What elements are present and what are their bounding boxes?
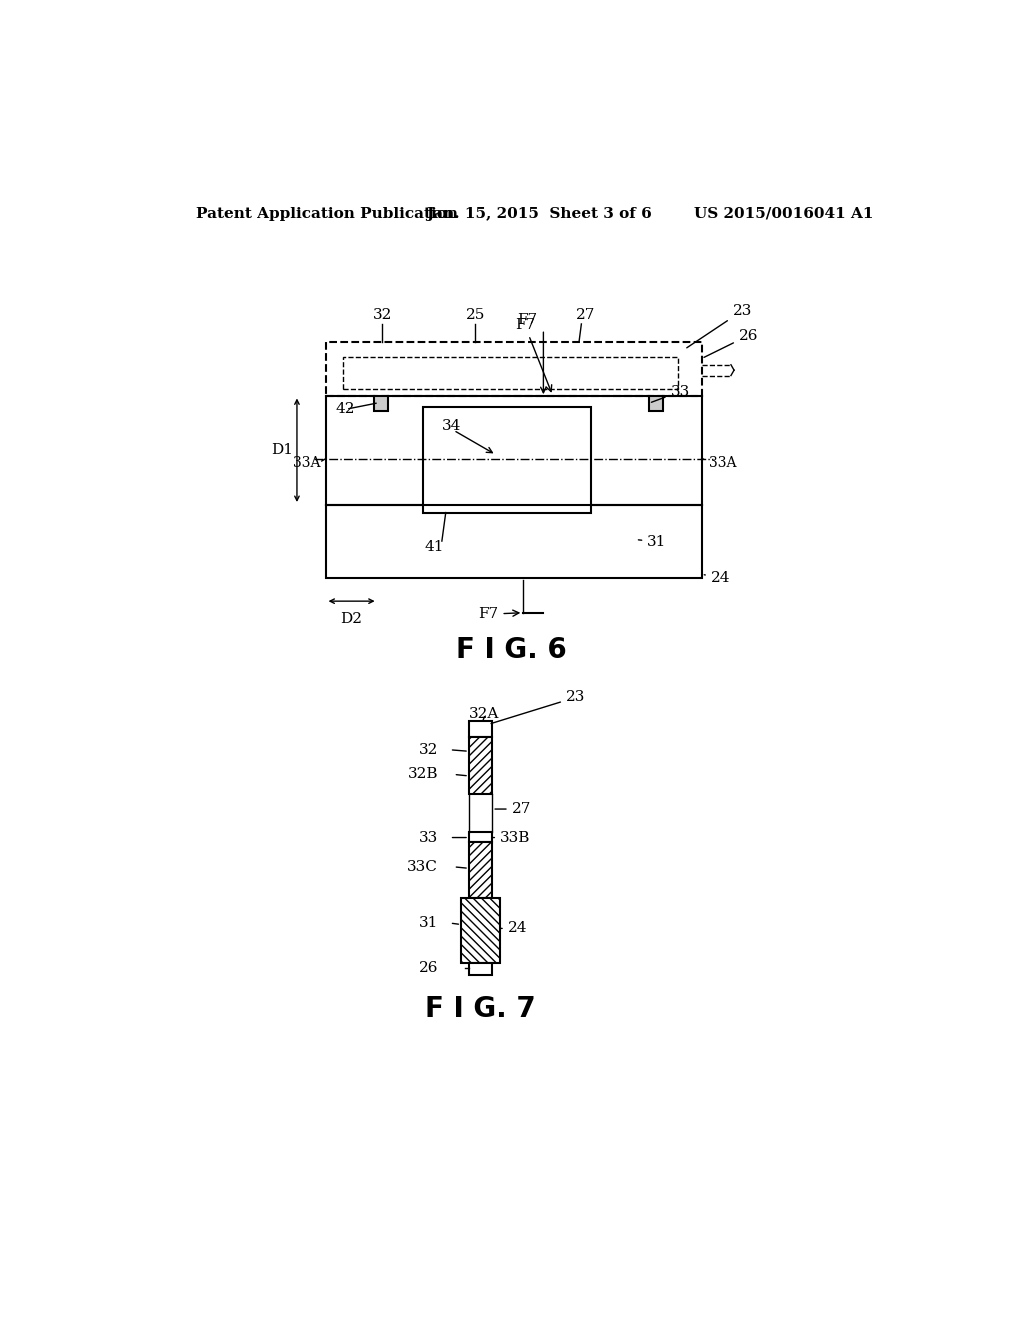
Bar bbox=[326, 506, 701, 578]
Text: 32B: 32B bbox=[408, 767, 438, 781]
Text: Patent Application Publication: Patent Application Publication bbox=[197, 207, 458, 220]
Text: US 2015/0016041 A1: US 2015/0016041 A1 bbox=[693, 207, 873, 220]
Bar bbox=[469, 721, 493, 738]
Text: 31: 31 bbox=[419, 916, 438, 931]
Text: D2: D2 bbox=[340, 612, 362, 626]
Text: 34: 34 bbox=[442, 420, 461, 433]
Text: 33A: 33A bbox=[701, 455, 736, 470]
Text: 26: 26 bbox=[419, 961, 438, 975]
Bar bbox=[423, 407, 592, 512]
Text: F7: F7 bbox=[515, 318, 552, 392]
Bar bbox=[375, 396, 388, 411]
Text: 32: 32 bbox=[373, 308, 392, 322]
Text: 32A: 32A bbox=[469, 708, 500, 721]
Text: Jan. 15, 2015  Sheet 3 of 6: Jan. 15, 2015 Sheet 3 of 6 bbox=[426, 207, 652, 220]
Text: 33A: 33A bbox=[293, 455, 321, 470]
Text: 23: 23 bbox=[687, 304, 752, 347]
Bar bbox=[326, 342, 701, 396]
Text: 33B: 33B bbox=[493, 830, 530, 845]
Text: 27: 27 bbox=[495, 803, 531, 816]
Text: 31: 31 bbox=[638, 535, 667, 549]
Bar bbox=[343, 358, 678, 389]
Text: 27: 27 bbox=[575, 308, 595, 322]
Text: 33C: 33C bbox=[408, 859, 438, 874]
Bar bbox=[469, 964, 493, 974]
Text: 24: 24 bbox=[705, 572, 730, 585]
Bar bbox=[469, 842, 493, 898]
Text: 41: 41 bbox=[424, 540, 443, 554]
Text: 24: 24 bbox=[500, 921, 527, 936]
Text: 23: 23 bbox=[492, 690, 586, 723]
Text: F7: F7 bbox=[517, 313, 538, 327]
Text: 33: 33 bbox=[419, 830, 438, 845]
Text: 26: 26 bbox=[703, 329, 758, 358]
Text: 42: 42 bbox=[336, 401, 355, 416]
Bar bbox=[461, 898, 500, 964]
Text: F I G. 7: F I G. 7 bbox=[425, 995, 536, 1023]
Text: F7: F7 bbox=[478, 607, 519, 622]
Bar bbox=[469, 832, 493, 842]
Text: 25: 25 bbox=[466, 308, 485, 322]
Text: F I G. 6: F I G. 6 bbox=[457, 636, 567, 664]
Bar bbox=[469, 738, 493, 793]
Bar bbox=[649, 396, 663, 411]
Text: 33: 33 bbox=[651, 384, 690, 403]
Text: 32: 32 bbox=[419, 743, 438, 756]
Text: D1: D1 bbox=[271, 444, 293, 457]
